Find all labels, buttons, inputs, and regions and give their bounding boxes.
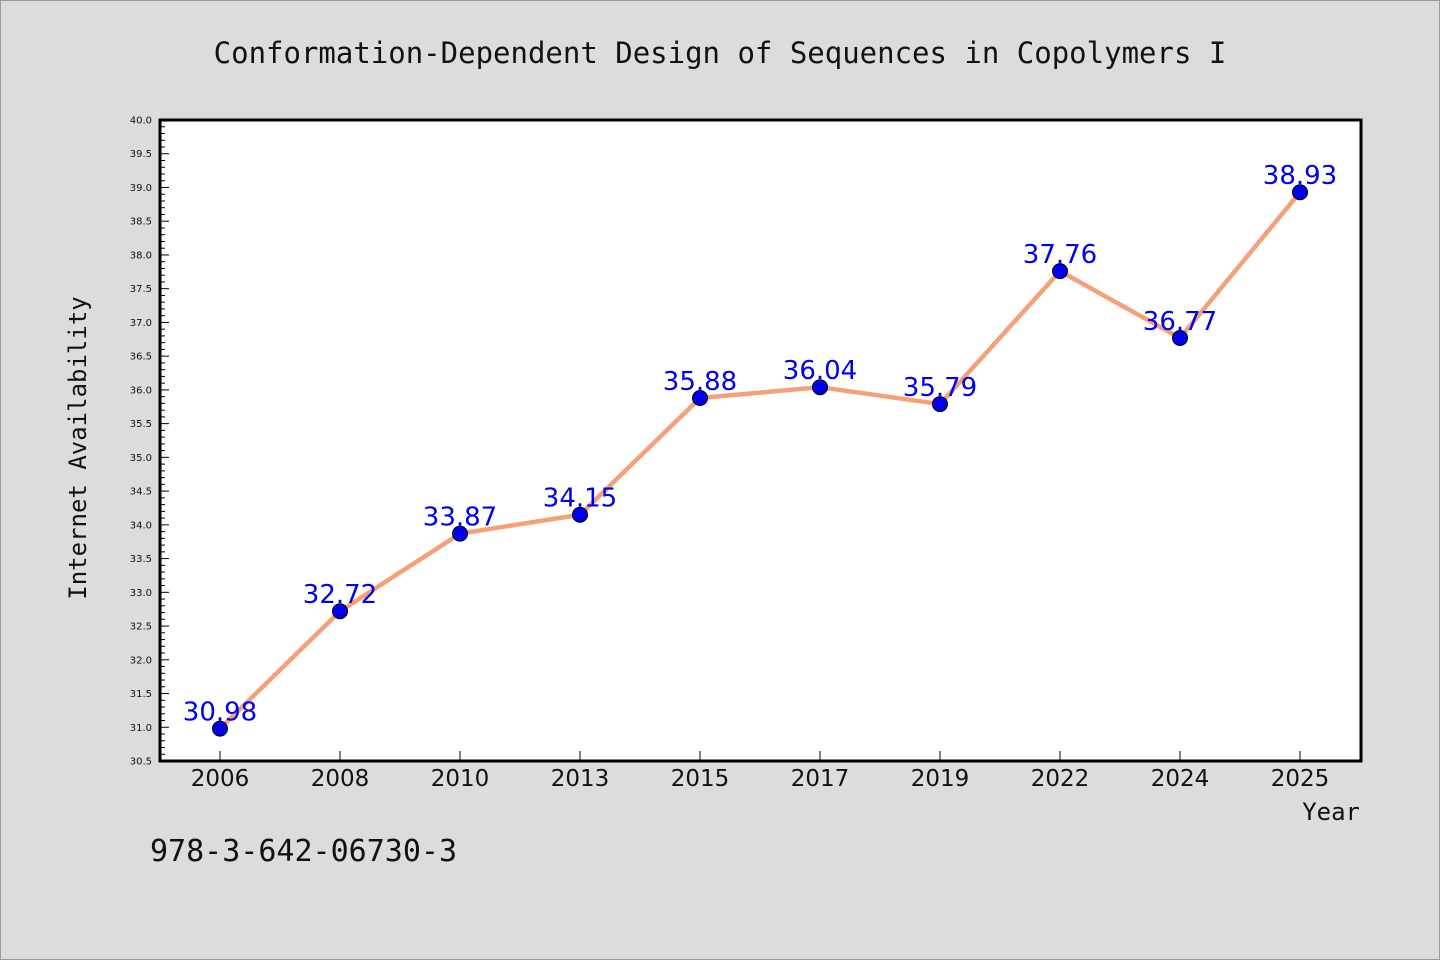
data-point [1052, 263, 1068, 280]
y-tick-label: 31.5 [130, 689, 152, 700]
y-axis-label: Internet Availability [64, 296, 92, 599]
y-tick-label: 39.0 [130, 183, 152, 194]
x-tick-label: 2022 [1031, 766, 1090, 792]
data-point [1172, 329, 1188, 346]
data-point [1292, 184, 1308, 201]
data-point [692, 389, 708, 406]
chart-title: Conformation-Dependent Design of Sequenc… [214, 36, 1227, 70]
x-tick-label: 2006 [191, 766, 250, 792]
plot-area [158, 118, 1363, 763]
isbn-text: 978-3-642-06730-3 [150, 834, 458, 869]
x-tick-label: 2015 [671, 766, 730, 792]
y-tick-label: 36.0 [130, 385, 152, 396]
data-label: 35.79 [903, 373, 977, 403]
y-tick-label: 38.5 [130, 217, 152, 228]
data-label: 34.15 [543, 484, 617, 514]
x-axis-label: Year [1302, 798, 1360, 826]
x-tick-label: 2010 [431, 766, 490, 792]
data-label: 33.87 [423, 503, 497, 533]
y-tick-label: 38.0 [130, 250, 152, 261]
x-tick-label: 2017 [791, 766, 850, 792]
data-label: 37.76 [1023, 240, 1097, 270]
data-label: 30.98 [183, 698, 257, 728]
y-tick-label: 31.0 [130, 723, 152, 734]
data-label: 36.77 [1143, 307, 1217, 337]
y-tick-label: 34.0 [130, 520, 152, 531]
data-point [572, 506, 588, 523]
y-tick-label: 37.0 [130, 318, 152, 329]
y-tick-label: 33.0 [130, 588, 152, 599]
data-label: 38.93 [1263, 161, 1337, 191]
data-point [812, 379, 828, 396]
x-tick-label: 2024 [1151, 766, 1210, 792]
y-tick-label: 37.5 [130, 284, 152, 295]
y-axis: 30.5 31.0 31.5 32.0 32.5 33.0 33.5 34.0 34.5 35.0… [130, 116, 169, 768]
y-tick-label: 33.5 [130, 554, 152, 565]
series-line [217, 189, 1303, 731]
y-tick-label: 30.5 [130, 757, 152, 768]
y-tick-label: 39.5 [130, 149, 152, 160]
x-tick-label: 2013 [551, 766, 610, 792]
x-axis: 2006 2008 2010 2013 2015 2017 2019 2022 2024 2025 [191, 751, 1330, 792]
data-label: 32.72 [303, 580, 377, 610]
x-tick-label: 2025 [1271, 766, 1330, 792]
data-point [212, 720, 228, 737]
data-label: 36.04 [783, 356, 857, 386]
x-tick-label: 2019 [911, 766, 970, 792]
x-tick-label: 2008 [311, 766, 370, 792]
y-tick-label: 35.5 [130, 419, 152, 430]
y-tick-label: 32.0 [130, 655, 152, 666]
y-tick-label: 32.5 [130, 622, 152, 633]
data-point [932, 396, 948, 413]
y-tick-label: 35.0 [130, 453, 152, 464]
y-tick-label: 36.5 [130, 352, 152, 363]
data-point [332, 603, 348, 620]
y-tick-label: 34.5 [130, 487, 152, 498]
series-layer: 30.98 32.72 33.87 34.15 35.88 36.04 35.79 37.76… [183, 161, 1337, 737]
data-label: 35.88 [663, 367, 737, 397]
data-point [452, 525, 468, 542]
y-tick-label: 40.0 [130, 116, 152, 127]
